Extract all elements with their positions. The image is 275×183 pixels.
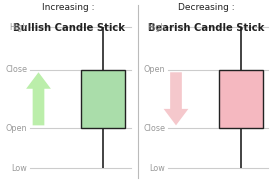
Text: Open: Open: [144, 65, 165, 74]
Text: Decreasing :: Decreasing :: [178, 3, 235, 12]
Text: Low: Low: [12, 164, 28, 173]
Text: Open: Open: [6, 124, 28, 133]
Text: Low: Low: [149, 164, 165, 173]
Bar: [81, 70, 125, 128]
FancyArrow shape: [26, 72, 51, 125]
Text: High: High: [9, 23, 28, 32]
Text: Bullish Candle Stick: Bullish Candle Stick: [13, 23, 125, 33]
Text: High: High: [147, 23, 165, 32]
Text: Bearish Candle Stick: Bearish Candle Stick: [148, 23, 265, 33]
Text: Close: Close: [6, 65, 28, 74]
Text: Increasing :: Increasing :: [43, 3, 95, 12]
FancyArrow shape: [164, 72, 188, 125]
Bar: [219, 70, 263, 128]
Text: Close: Close: [143, 124, 165, 133]
